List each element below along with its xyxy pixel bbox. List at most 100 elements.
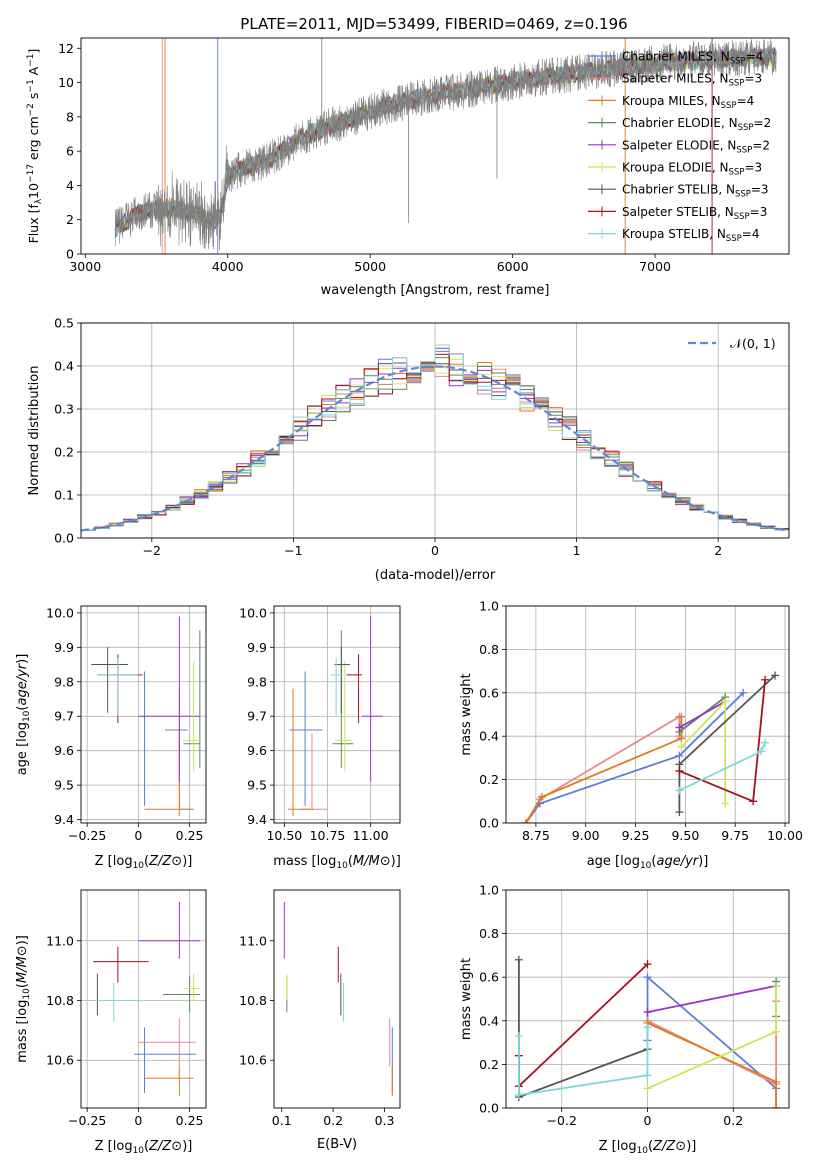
x-tick-label: 4000 [212, 259, 244, 274]
errorbar-kroupa-miles [287, 688, 314, 817]
y-axis-label: mass [log10(M/M⊙)] [15, 935, 32, 1063]
errorbar-salpeter-miles [299, 733, 328, 810]
y-tick-label: 0.0 [479, 1101, 499, 1116]
x-tick-label: 1 [573, 543, 581, 558]
y-tick-label: 9.5 [247, 778, 267, 793]
x-tick-label: 9.00 [572, 828, 600, 843]
legend-label-kroupa-miles: Kroupa MILES, NSSP=4 [622, 94, 754, 111]
panel-spectrum: 3000 4000 5000 6000 7000 0 2 4 6 8 10 12 wavelength … [26, 37, 790, 298]
y-tick-label: 10.0 [46, 605, 74, 620]
y-axis-label: age [log10(age/yr)] [15, 654, 32, 776]
axes-frame [80, 322, 790, 539]
chart-layer: 3000 4000 5000 6000 7000024681012wavelength … [15, 37, 803, 1156]
x-axis-label: Z [log10(Z/Z⊙)] [599, 1139, 697, 1156]
weight-marker-kroupa-miles [677, 734, 686, 743]
x-tick-label: −0.2 [547, 1113, 577, 1128]
errorbar-chabrier-stelib [334, 647, 350, 713]
weight-line-salpeter-miles [525, 715, 681, 823]
x-tick-label: 5000 [354, 259, 386, 274]
x-tick-label: 0 [134, 1113, 142, 1128]
legend-label-salpeter-miles: Salpeter MILES, NSSP=3 [622, 72, 762, 89]
y-tick-label: 9.8 [54, 674, 74, 689]
y-tick-label: 0.5 [54, 316, 74, 331]
x-axis-label: age [log10(age/yr)] [587, 854, 709, 871]
y-axis-label: Flux [fλ10−17 erg cm−2 s−1 A−1] [26, 49, 44, 244]
x-tick-label: 0.2 [323, 1113, 343, 1128]
weight-marker-chabrier-miles [643, 973, 652, 982]
legend-label-kroupa-stelib: Kroupa STELIB, NSSP=4 [622, 227, 760, 244]
x-tick-label: 0.25 [176, 828, 204, 843]
figure-title: PLATE=2011, MJD=53499, FIBERID=0469, z=0… [240, 15, 627, 33]
y-tick-label: 9.9 [54, 640, 74, 655]
weight-marker-kroupa-miles [537, 792, 546, 801]
y-tick-label: 0.4 [54, 359, 74, 374]
legend-label-chabrier-elodie: Chabrier ELODIE, NSSP=2 [622, 116, 771, 133]
y-axis-label: mass weight [459, 958, 474, 1040]
y-tick-label: 1.0 [479, 599, 499, 614]
x-tick-label: −0.25 [68, 828, 106, 843]
x-tick-label: 8.75 [522, 828, 550, 843]
errorbar-salpeter-elodie [138, 901, 200, 959]
weight-marker-kroupa-miles [772, 1104, 781, 1108]
weight-marker-kroupa-stelib [675, 786, 684, 795]
plot-area-mass-EBV [283, 901, 393, 1097]
errorbar-kroupa-stelib [91, 982, 139, 1022]
data-spectrum [114, 38, 777, 251]
legend-label-salpeter-elodie: Salpeter ELODIE, NSSP=2 [622, 138, 770, 155]
x-tick-label: 7000 [639, 259, 671, 274]
y-tick-label: 0.6 [479, 685, 499, 700]
y-tick-label: 12 [58, 41, 74, 56]
legend-label-chabrier-stelib: Chabrier STELIB, NSSP=3 [622, 183, 769, 200]
plot-area-age-mass [287, 616, 383, 817]
y-tick-label: 11.0 [46, 933, 74, 948]
errorbar-chabrier-miles [289, 671, 323, 806]
errorbar-kroupa-elodie [334, 661, 352, 772]
x-tick-label: 9.75 [721, 828, 749, 843]
errorbar-kroupa-elodie [183, 973, 200, 1001]
axes-frame [80, 605, 207, 824]
panel-weight-age: 8.75 9.00 9.25 9.50 9.75 10.00 0.0 0.2 0.4 0.6 0.8… [459, 599, 803, 872]
panel-mass-EBV: 0.1 0.2 0.3 10.6 10.8 11.0 E(B-V) [239, 889, 401, 1152]
weight-marker-kroupa-elodie [721, 697, 730, 706]
y-tick-label: 9.9 [247, 640, 267, 655]
x-tick-label: 0.25 [176, 1113, 204, 1128]
y-tick-label: 8 [66, 109, 74, 124]
y-tick-label: 0.0 [479, 816, 499, 831]
x-tick-label: 9.25 [622, 828, 650, 843]
plot-area-weight-Z [514, 955, 781, 1108]
weight-line-kroupa-miles [525, 716, 683, 823]
y-tick-label: 0.8 [479, 642, 499, 657]
legend-label-kroupa-elodie: Kroupa ELODIE, NSSP=3 [622, 161, 762, 178]
x-tick-label: 0 [644, 1113, 652, 1128]
y-tick-label: 9.7 [54, 709, 74, 724]
y-tick-label: 9.7 [247, 709, 267, 724]
errorbar-chabrier-miles [144, 671, 188, 806]
errorbar-kroupa-miles [144, 1066, 194, 1097]
errorbar-salpeter-stelib [346, 654, 363, 724]
y-tick-label: 9.5 [54, 778, 74, 793]
errorbar-salpeter-stelib [93, 946, 149, 983]
legend-gauss-label: 𝒩(0, 1) [730, 336, 776, 351]
axes-frame [273, 605, 401, 824]
y-tick-label: 9.4 [54, 812, 74, 827]
weight-marker-kroupa-elodie [721, 799, 730, 808]
weight-line-kroupa-stelib [518, 1027, 649, 1096]
plot-area-age-Z [91, 616, 201, 817]
y-tick-label: 0.2 [479, 1057, 499, 1072]
axes-frame [505, 889, 790, 1109]
plot-area-mass-Z [91, 901, 200, 1097]
axes-frame [505, 605, 790, 824]
x-axis-label: E(B-V) [317, 1137, 357, 1152]
plot-area-residuals [81, 344, 789, 532]
y-tick-label: 10.6 [239, 1053, 267, 1068]
plot-area-weight-age [521, 671, 780, 823]
x-tick-label: 0 [134, 828, 142, 843]
y-tick-label: 10.8 [46, 993, 74, 1008]
x-tick-label: 6000 [497, 259, 529, 274]
panel-mass-Z: −0.25 0 0.25 10.6 10.8 11.0 mass [log10(M/M⊙)]… [15, 889, 207, 1156]
x-axis-label: Z [log10(Z/Z⊙)] [95, 1139, 193, 1156]
weight-line-kroupa-miles [647, 1022, 777, 1108]
panel-age-mass: 10.50 10.75 11.00 9.4 9.5 9.6 9.7 9.8 9.9 10.0 mas… [239, 605, 401, 871]
weight-marker-kroupa-miles [521, 819, 530, 823]
weight-line-kroupa-stelib [679, 742, 766, 792]
